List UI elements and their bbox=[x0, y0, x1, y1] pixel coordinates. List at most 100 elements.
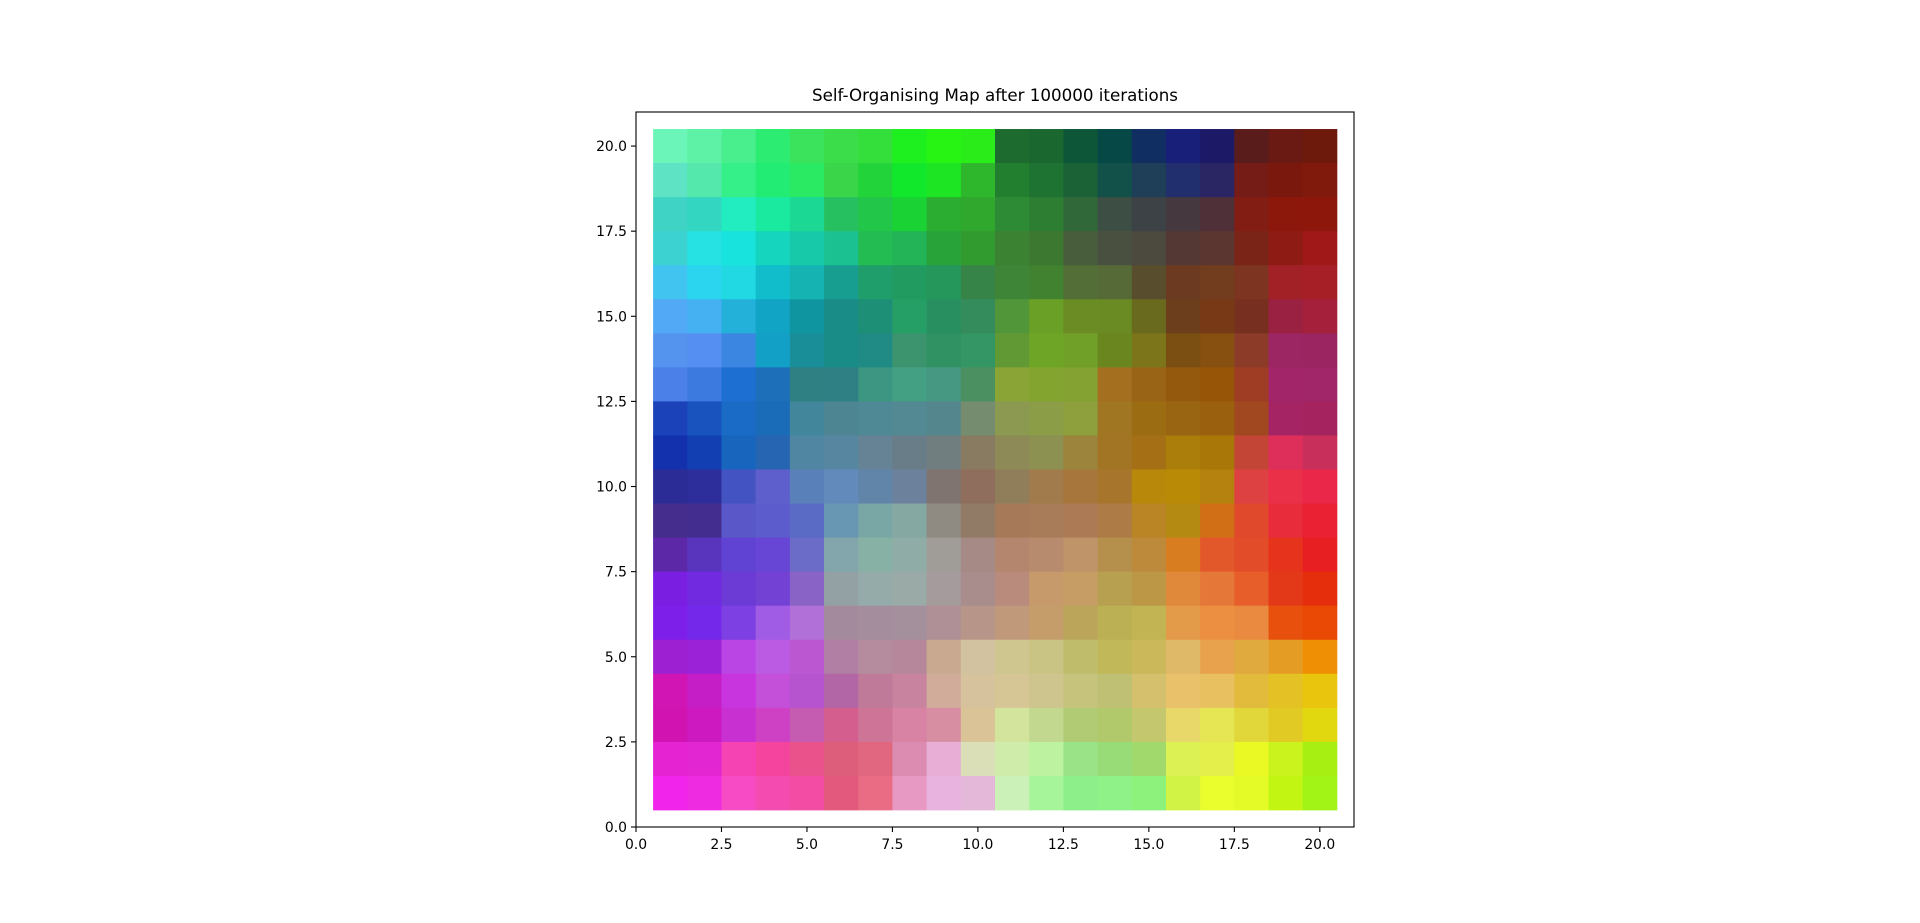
heatmap-cell bbox=[824, 741, 859, 777]
heatmap-cell bbox=[1302, 129, 1338, 164]
heatmap-cell bbox=[892, 469, 928, 504]
heatmap-cell bbox=[755, 639, 791, 675]
heatmap-cell bbox=[755, 537, 791, 573]
heatmap-cell bbox=[687, 265, 722, 300]
heatmap-cell bbox=[960, 673, 996, 709]
heatmap-cell bbox=[687, 435, 722, 470]
heatmap-cell bbox=[1097, 299, 1133, 334]
heatmap-cell bbox=[687, 707, 722, 743]
heatmap-cell bbox=[653, 333, 688, 368]
heatmap-cell bbox=[1234, 163, 1269, 198]
x-tick-label: 20.0 bbox=[1304, 837, 1335, 853]
heatmap-cell bbox=[789, 605, 825, 641]
heatmap-cell bbox=[1234, 197, 1269, 232]
heatmap-cell bbox=[1268, 401, 1304, 436]
heatmap-cell bbox=[1063, 367, 1098, 402]
heatmap-cell bbox=[755, 605, 791, 641]
heatmap-cell bbox=[721, 503, 757, 538]
heatmap-cell bbox=[824, 197, 859, 232]
heatmap-cell bbox=[926, 741, 962, 777]
heatmap-cell bbox=[1029, 707, 1064, 743]
heatmap-cell bbox=[1029, 265, 1064, 300]
heatmap-cell bbox=[687, 571, 722, 607]
heatmap-cell bbox=[1097, 129, 1133, 164]
heatmap-cell bbox=[755, 129, 791, 164]
heatmap-cell bbox=[960, 333, 996, 368]
heatmap-cell bbox=[721, 129, 757, 164]
heatmap-cell bbox=[721, 435, 757, 470]
heatmap-cell bbox=[1131, 333, 1167, 368]
heatmap-cell bbox=[1029, 639, 1064, 675]
heatmap-cell bbox=[653, 129, 688, 164]
heatmap-cell bbox=[892, 503, 928, 538]
heatmap-cell bbox=[960, 605, 996, 641]
heatmap-cell bbox=[995, 265, 1030, 300]
heatmap-cell bbox=[687, 197, 722, 232]
heatmap-cell bbox=[960, 231, 996, 266]
heatmap-cell bbox=[1302, 333, 1338, 368]
y-tick-label: 0.0 bbox=[605, 820, 627, 836]
heatmap-cell bbox=[1097, 605, 1133, 641]
heatmap-cell bbox=[892, 333, 928, 368]
heatmap-cell bbox=[824, 435, 859, 470]
heatmap-cell bbox=[926, 163, 962, 198]
chart-title: Self-Organising Map after 100000 iterati… bbox=[812, 85, 1178, 105]
heatmap-cell bbox=[995, 503, 1030, 538]
heatmap-cell bbox=[1234, 537, 1269, 573]
heatmap-cell bbox=[858, 503, 893, 538]
heatmap-cell bbox=[721, 605, 757, 641]
heatmap-cell bbox=[1029, 673, 1064, 709]
heatmap-cell bbox=[858, 741, 893, 777]
heatmap-cell bbox=[1029, 571, 1064, 607]
heatmap-cell bbox=[1097, 367, 1133, 402]
heatmap-cell bbox=[1200, 741, 1235, 777]
heatmap-cell bbox=[653, 265, 688, 300]
heatmap-cell bbox=[824, 571, 859, 607]
heatmap-cell bbox=[653, 469, 688, 504]
heatmap-cell bbox=[1268, 163, 1304, 198]
heatmap-cell bbox=[892, 707, 928, 743]
heatmap-cell bbox=[1097, 673, 1133, 709]
y-tick-label: 10.0 bbox=[596, 480, 627, 496]
heatmap-cell bbox=[1131, 435, 1167, 470]
heatmap-cell bbox=[892, 605, 928, 641]
heatmap-cell bbox=[1302, 197, 1338, 232]
heatmap-cell bbox=[1234, 435, 1269, 470]
heatmap-cell bbox=[1063, 333, 1098, 368]
heatmap-cell bbox=[1029, 129, 1064, 164]
heatmap-cell bbox=[653, 605, 688, 641]
heatmap-cell bbox=[858, 469, 893, 504]
heatmap-cell bbox=[858, 775, 893, 811]
heatmap-cell bbox=[1234, 503, 1269, 538]
heatmap-cell bbox=[755, 741, 791, 777]
heatmap-cell bbox=[1097, 435, 1133, 470]
heatmap-cell bbox=[926, 639, 962, 675]
heatmap-cell bbox=[995, 741, 1030, 777]
heatmap-cell bbox=[789, 503, 825, 538]
heatmap-cell bbox=[858, 605, 893, 641]
heatmap-cell bbox=[858, 401, 893, 436]
heatmap-cell bbox=[1165, 741, 1201, 777]
heatmap-cell bbox=[960, 775, 996, 811]
heatmap-cell bbox=[1131, 469, 1167, 504]
y-tick-label: 15.0 bbox=[596, 309, 627, 325]
heatmap-cell bbox=[926, 571, 962, 607]
heatmap-cell bbox=[687, 401, 722, 436]
heatmap-cell bbox=[926, 435, 962, 470]
heatmap-cell bbox=[1063, 197, 1098, 232]
heatmap-cell bbox=[755, 163, 791, 198]
heatmap-cell bbox=[892, 367, 928, 402]
heatmap-cell bbox=[824, 639, 859, 675]
heatmap-cell bbox=[824, 673, 859, 709]
heatmap-cell bbox=[1268, 639, 1304, 675]
heatmap-cell bbox=[960, 571, 996, 607]
heatmap-cell bbox=[995, 401, 1030, 436]
heatmap-cell bbox=[755, 231, 791, 266]
heatmap-cell bbox=[1165, 571, 1201, 607]
heatmap-cell bbox=[926, 299, 962, 334]
heatmap-cell bbox=[1268, 673, 1304, 709]
heatmap-cell bbox=[789, 707, 825, 743]
x-tick-label: 2.5 bbox=[710, 837, 732, 853]
heatmap-cell bbox=[1234, 401, 1269, 436]
heatmap-cell bbox=[1029, 775, 1064, 811]
